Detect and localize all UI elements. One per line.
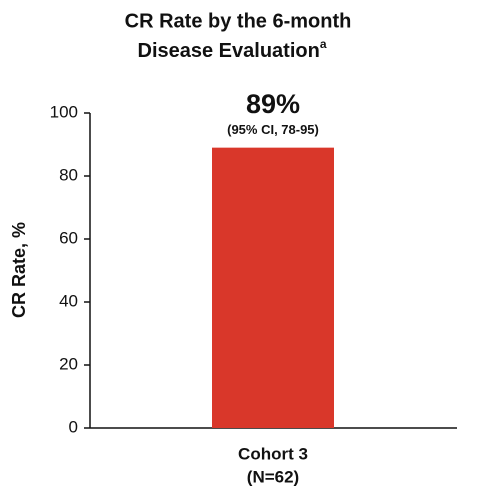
y-tick-label: 60 [59,228,78,247]
y-axis-label: CR Rate, % [9,222,29,318]
x-tick-note: (N=62) [247,467,299,486]
annotation: (95% CI, 78-95) [227,122,319,137]
y-tick-label: 0 [69,417,78,436]
y-tick-label: 20 [59,354,78,373]
x-tick-label: Cohort 3 [238,444,308,463]
y-tick-label: 100 [50,102,78,121]
bar [212,147,334,428]
y-tick-label: 40 [59,291,78,310]
title-superscript: a [320,37,327,51]
y-tick-label: 80 [59,165,78,184]
value-label: 89% [246,89,300,119]
chart-title-line: Disease Evaluation [138,40,320,62]
chart-title: CR Rate by the 6-month [125,10,352,32]
chart-title: Disease Evaluationa [138,37,327,62]
